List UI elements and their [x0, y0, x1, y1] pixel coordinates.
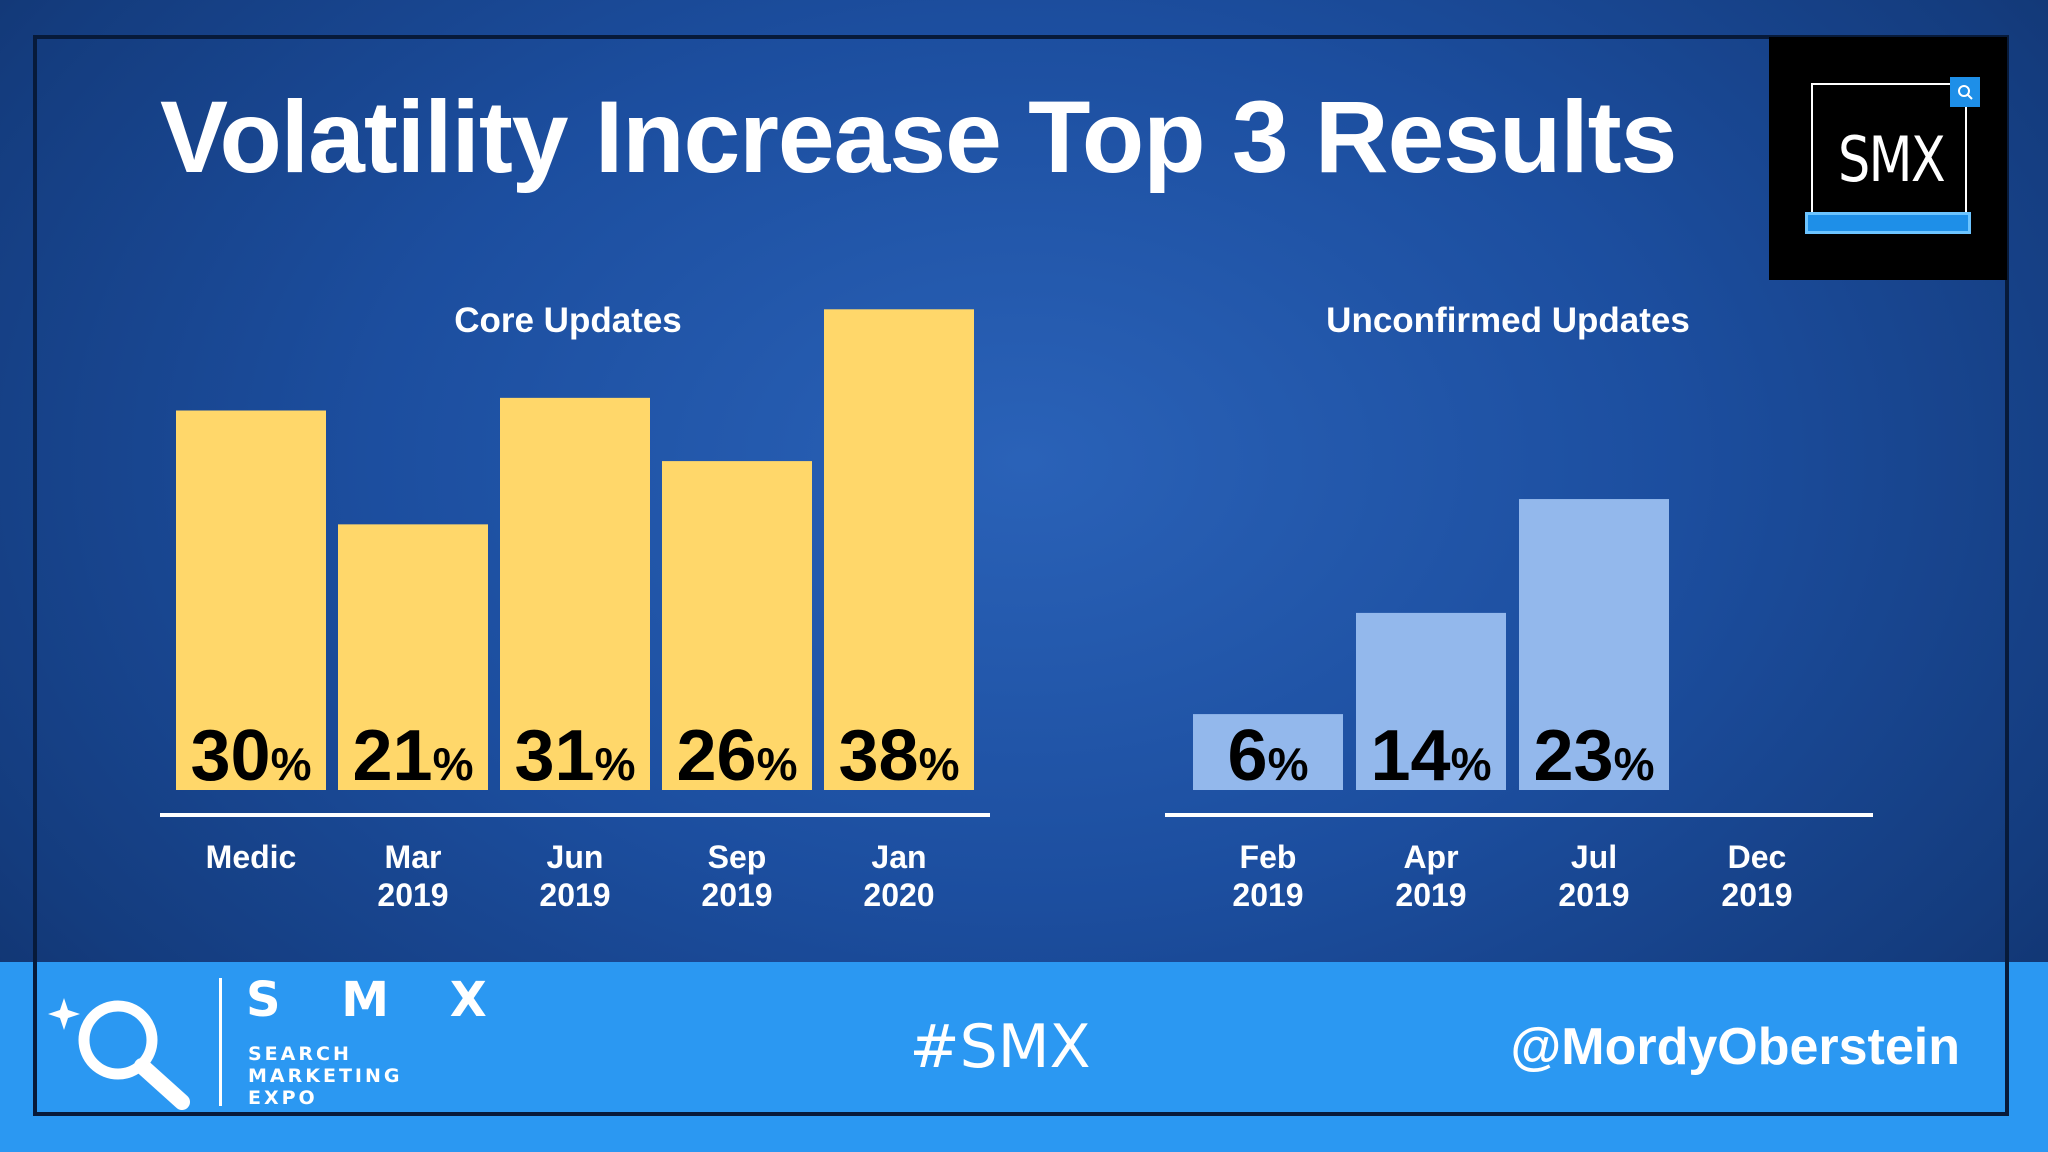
unconfirmed-tick-label-1-1: 2019: [1395, 877, 1466, 913]
unconfirmed-tick-label-0-1: 2019: [1232, 877, 1303, 913]
core-tick-label-2-1: 2019: [539, 877, 610, 913]
smx-logo-bar: [1805, 212, 1971, 234]
footer-divider: [219, 978, 222, 1106]
search-icon: [1950, 77, 1980, 107]
core-tick-label-1-1: 2019: [377, 877, 448, 913]
footer-brand: S M X: [246, 972, 509, 1028]
smx-logo: SMX: [1769, 37, 2007, 280]
twitter-handle: @MordyOberstein: [1510, 1018, 1960, 1076]
core-tick-label-3-0: Sep: [708, 839, 767, 875]
core-tick-label-1-0: Mar: [385, 839, 442, 875]
unconfirmed-bar-1: [1356, 612, 1506, 790]
unconfirmed-tick-label-0-0: Feb: [1240, 839, 1297, 875]
unconfirmed-chart-title: Unconfirmed Updates: [1326, 301, 1690, 340]
core-tick-label-3-1: 2019: [701, 877, 772, 913]
core-chart-title: Core Updates: [454, 301, 682, 340]
core-bar-1: [338, 524, 488, 790]
unconfirmed-tick-label-3-1: 2019: [1721, 877, 1792, 913]
unconfirmed-tick-label-1-0: Apr: [1403, 839, 1458, 875]
footer-brand-sub-3: EXPO: [248, 1087, 318, 1109]
core-bar-3: [662, 461, 812, 790]
core-tick-label-4-1: 2020: [863, 877, 934, 913]
core-bar-label-0: 30%: [191, 716, 312, 796]
core-bar-4: [824, 309, 974, 790]
footer-bar: [0, 962, 2048, 1152]
unconfirmed-bar-label-1: 14%: [1371, 716, 1492, 796]
unconfirmed-tick-label-3-0: Dec: [1728, 839, 1787, 875]
footer-brand-sub-1: SEARCH: [248, 1043, 352, 1065]
unconfirmed-bar-2: [1519, 499, 1669, 790]
core-bar-label-4: 38%: [839, 716, 960, 796]
unconfirmed-bar-0: [1193, 714, 1343, 790]
core-bar-label-1: 21%: [353, 716, 474, 796]
footer-frame: [33, 962, 2009, 1116]
core-tick-label-0-0: Medic: [206, 839, 297, 875]
charts: Core Updates30%Medic21%Mar201931%Jun2019…: [160, 301, 1873, 913]
core-bar-0: [176, 410, 326, 790]
smx-logo-text: SMX: [1837, 123, 1946, 196]
core-tick-label-2-0: Jun: [547, 839, 604, 875]
hashtag: #SMX: [909, 1012, 1091, 1082]
unconfirmed-bar-label-0: 6%: [1228, 716, 1309, 796]
core-bar-label-3: 26%: [677, 716, 798, 796]
core-bar-label-2: 31%: [515, 716, 636, 796]
unconfirmed-tick-label-2-0: Jul: [1571, 839, 1617, 875]
core-bar-2: [500, 397, 650, 790]
core-tick-label-4-0: Jan: [871, 839, 926, 875]
slide-title: Volatility Increase Top 3 Results: [160, 80, 1677, 194]
footer-brand-sub-2: MARKETING: [248, 1065, 403, 1087]
magnifier-sparkle-icon: [48, 998, 190, 1110]
unconfirmed-bar-label-2: 23%: [1534, 716, 1655, 796]
unconfirmed-tick-label-2-1: 2019: [1558, 877, 1629, 913]
